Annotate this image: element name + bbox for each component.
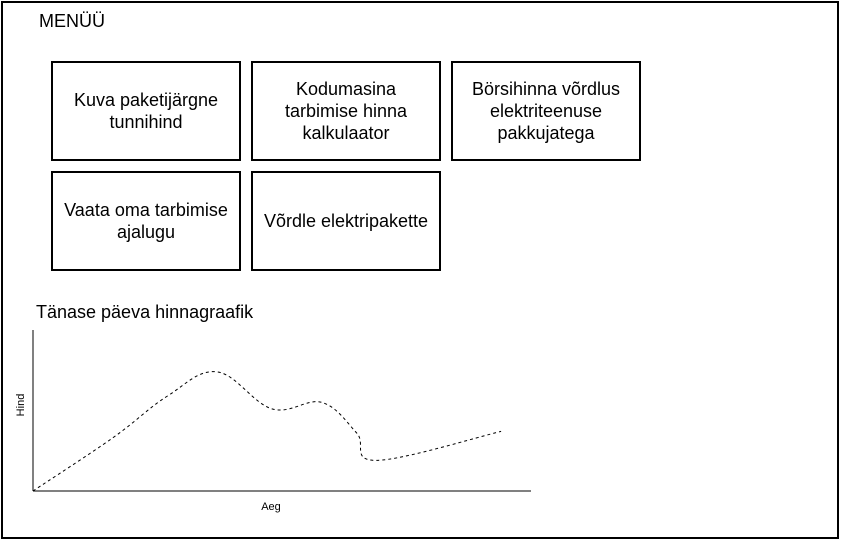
menu-item-label: Börsihinna võrdlus elektriteenuse pakkuj… bbox=[471, 79, 621, 143]
menu-item-appliance-calculator[interactable]: Kodumasina tarbimise hinna kalkulaator bbox=[251, 61, 441, 161]
menu-title: MENÜÜ bbox=[39, 11, 105, 31]
menu-item-exchange-price-comparison[interactable]: Börsihinna võrdlus elektriteenuse pakkuj… bbox=[451, 61, 641, 161]
menu-item-label: Kuva paketijärgne tunnihind bbox=[73, 90, 219, 132]
menu-item-label: Kodumasina tarbimise hinna kalkulaator bbox=[284, 79, 408, 143]
menu-item-hourly-price[interactable]: Kuva paketijärgne tunnihind bbox=[51, 61, 241, 161]
price-graph-title: Tänase päeva hinnagraafik bbox=[36, 302, 254, 322]
menu-item-consumption-history[interactable]: Vaata oma tarbimise ajalugu bbox=[51, 171, 241, 271]
menu-item-label: Vaata oma tarbimise ajalugu bbox=[64, 200, 228, 242]
menu-item-label: Võrdle elektripakette bbox=[263, 211, 429, 231]
menu-item-compare-packages[interactable]: Võrdle elektripakette bbox=[251, 171, 441, 271]
